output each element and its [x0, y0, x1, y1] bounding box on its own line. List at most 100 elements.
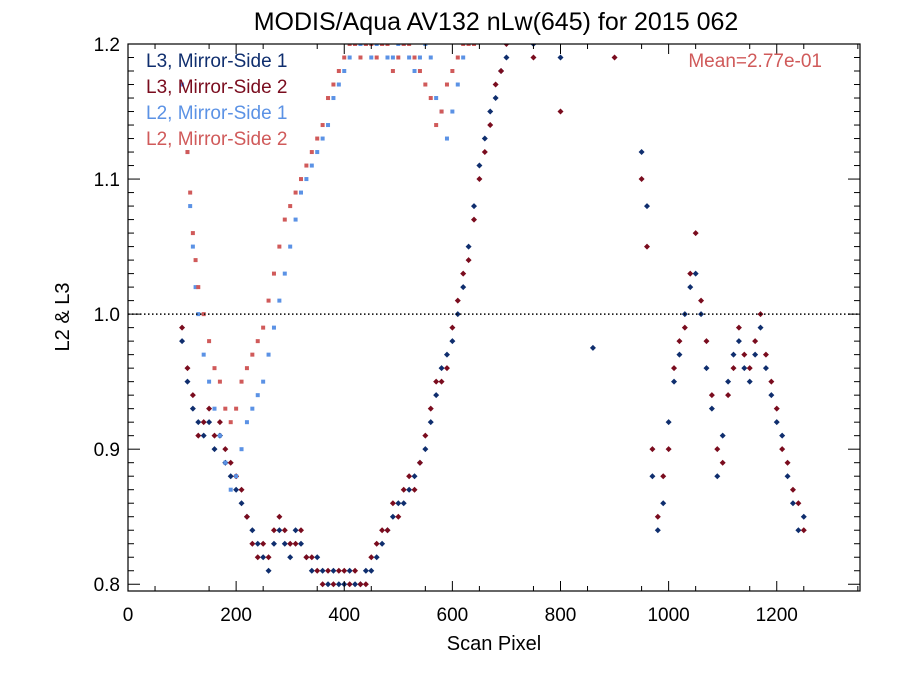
data-point	[228, 420, 233, 425]
axis-ticks	[127, 43, 860, 591]
data-point	[335, 581, 342, 588]
data-point	[779, 432, 786, 439]
data-point	[438, 365, 445, 372]
data-point	[342, 55, 347, 60]
data-point	[454, 297, 461, 304]
data-point	[297, 527, 304, 534]
data-point	[184, 378, 191, 385]
data-point	[660, 473, 667, 480]
data-point	[255, 339, 260, 344]
data-point	[671, 365, 678, 372]
data-point	[773, 405, 780, 412]
x-tick-label: 600	[437, 605, 469, 626]
data-point	[331, 82, 336, 87]
data-point	[789, 500, 796, 507]
data-point	[373, 554, 380, 561]
data-point	[298, 177, 303, 182]
data-point	[266, 298, 271, 303]
x-tick-label: 400	[328, 605, 360, 626]
data-point	[385, 55, 390, 60]
data-point	[428, 55, 433, 60]
data-point	[471, 44, 476, 46]
data-point	[244, 420, 249, 425]
data-point	[261, 379, 266, 384]
data-point	[768, 392, 775, 399]
data-point	[195, 419, 202, 426]
data-point	[730, 351, 737, 358]
data-point	[250, 406, 255, 411]
data-point	[703, 338, 710, 345]
data-point	[309, 150, 314, 155]
data-point	[438, 378, 445, 385]
data-point	[373, 540, 380, 547]
data-point	[277, 298, 282, 303]
data-point	[315, 136, 320, 141]
data-point	[281, 540, 288, 547]
legend-entry: L2, Mirror-Side 1	[146, 103, 288, 124]
data-point	[363, 44, 368, 46]
data-point	[206, 419, 213, 426]
x-tick-label: 200	[220, 605, 252, 626]
data-point	[265, 554, 272, 561]
data-point	[346, 567, 353, 574]
data-point	[282, 217, 287, 222]
data-point	[319, 567, 326, 574]
data-point	[660, 500, 667, 507]
data-point	[730, 365, 737, 372]
data-point	[212, 366, 217, 371]
data-point	[255, 393, 260, 398]
data-point	[654, 527, 661, 534]
data-point	[179, 338, 186, 345]
data-point	[390, 55, 395, 60]
data-point	[396, 55, 401, 60]
data-point	[714, 473, 721, 480]
data-point	[374, 44, 379, 46]
data-point	[461, 44, 466, 46]
data-point	[681, 324, 688, 331]
data-point	[287, 554, 294, 561]
data-point	[643, 203, 650, 210]
data-point	[347, 44, 352, 46]
y-tick-label: 1.2	[94, 35, 120, 56]
data-point	[476, 176, 483, 183]
data-point	[271, 325, 276, 330]
data-point	[200, 419, 207, 426]
data-point	[207, 379, 212, 384]
data-point	[298, 190, 303, 195]
data-point	[611, 54, 618, 61]
data-point	[638, 176, 645, 183]
data-point	[589, 344, 596, 351]
data-point	[455, 55, 460, 60]
data-point	[649, 473, 656, 480]
data-point	[314, 554, 321, 561]
data-point	[443, 365, 450, 372]
data-point	[687, 284, 694, 291]
data-point	[303, 554, 310, 561]
plot-frame	[127, 43, 861, 592]
data-point	[396, 44, 401, 46]
data-point	[281, 527, 288, 534]
legend-entry: L2, Mirror-Side 2	[146, 129, 288, 150]
data-point	[762, 365, 769, 372]
data-point	[190, 244, 195, 249]
data-point	[362, 581, 369, 588]
data-point	[439, 109, 444, 114]
data-point	[353, 44, 358, 46]
data-point	[227, 473, 234, 480]
data-point	[265, 567, 272, 574]
data-point	[487, 108, 494, 115]
plot-area	[128, 44, 860, 588]
data-point	[762, 351, 769, 358]
data-point	[227, 459, 234, 466]
data-point	[184, 365, 191, 372]
data-point	[390, 69, 395, 74]
data-point	[411, 486, 418, 493]
data-point	[254, 540, 261, 547]
data-point	[557, 108, 564, 115]
data-point	[422, 432, 429, 439]
data-point	[434, 96, 439, 101]
data-point	[368, 554, 375, 561]
data-point	[779, 446, 786, 453]
data-point	[352, 581, 359, 588]
